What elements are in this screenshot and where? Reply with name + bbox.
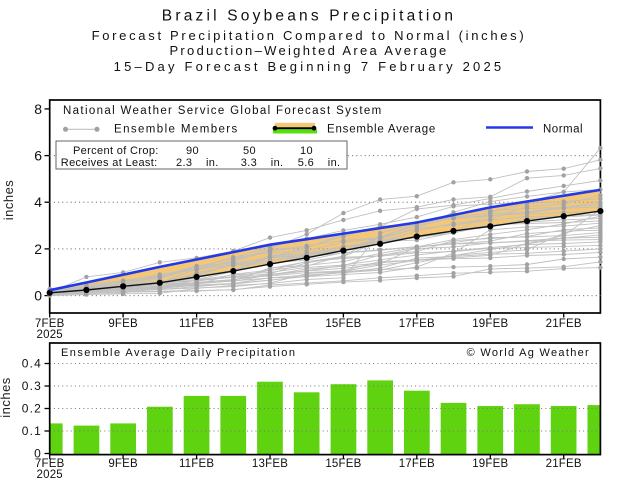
svg-text:6: 6 bbox=[34, 148, 42, 164]
svg-text:in.: in. bbox=[271, 157, 284, 169]
svg-text:in.: in. bbox=[206, 157, 219, 169]
svg-text:2025: 2025 bbox=[37, 329, 63, 341]
svg-text:Ensemble Average: Ensemble Average bbox=[327, 124, 436, 136]
svg-text:0.3: 0.3 bbox=[22, 379, 42, 393]
svg-text:21FEB: 21FEB bbox=[546, 318, 582, 330]
svg-text:Production–Weighted Area Avera: Production–Weighted Area Average bbox=[169, 43, 448, 58]
svg-text:3.3: 3.3 bbox=[241, 157, 257, 169]
svg-text:National Weather Service Globa: National Weather Service Global Forecast… bbox=[63, 105, 383, 117]
svg-text:11FEB: 11FEB bbox=[179, 458, 214, 470]
svg-text:15–Day Forecast Beginning 7 Fe: 15–Day Forecast Beginning 7 February 202… bbox=[114, 59, 505, 74]
svg-text:13FEB: 13FEB bbox=[252, 458, 288, 470]
svg-text:19FEB: 19FEB bbox=[472, 318, 508, 330]
svg-text:4: 4 bbox=[34, 194, 42, 210]
svg-text:2.3: 2.3 bbox=[176, 157, 192, 169]
svg-text:90: 90 bbox=[186, 145, 199, 157]
svg-text:15FEB: 15FEB bbox=[325, 318, 361, 330]
svg-text:Forecast Precipitation Compare: Forecast Precipitation Compared to Norma… bbox=[92, 28, 527, 43]
svg-text:8: 8 bbox=[34, 101, 42, 117]
svg-text:7FEB: 7FEB bbox=[35, 458, 65, 470]
svg-text:0.4: 0.4 bbox=[22, 357, 42, 371]
svg-text:50: 50 bbox=[243, 145, 256, 157]
svg-text:inches: inches bbox=[1, 180, 16, 221]
svg-text:21FEB: 21FEB bbox=[546, 458, 582, 470]
svg-text:© World Ag Weather: © World Ag Weather bbox=[467, 347, 590, 359]
svg-text:10: 10 bbox=[300, 145, 313, 157]
svg-text:2: 2 bbox=[34, 241, 42, 257]
svg-text:Receives at Least:: Receives at Least: bbox=[61, 157, 158, 169]
svg-text:Normal: Normal bbox=[543, 124, 583, 136]
svg-text:Brazil Soybeans Precipitation: Brazil Soybeans Precipitation bbox=[162, 8, 456, 25]
svg-text:9FEB: 9FEB bbox=[108, 458, 138, 470]
svg-text:0.2: 0.2 bbox=[22, 402, 42, 416]
svg-text:Ensemble Members: Ensemble Members bbox=[114, 124, 239, 136]
svg-text:5.6: 5.6 bbox=[298, 157, 314, 169]
svg-text:Ensemble Average Daily Precipi: Ensemble Average Daily Precipitation bbox=[61, 347, 296, 359]
svg-text:0: 0 bbox=[34, 288, 42, 304]
svg-text:2025: 2025 bbox=[37, 469, 63, 481]
svg-text:inches: inches bbox=[0, 377, 13, 418]
svg-text:0: 0 bbox=[34, 447, 42, 461]
svg-text:17FEB: 17FEB bbox=[399, 318, 435, 330]
svg-text:11FEB: 11FEB bbox=[179, 318, 214, 330]
svg-text:19FEB: 19FEB bbox=[472, 458, 508, 470]
svg-text:15FEB: 15FEB bbox=[325, 458, 361, 470]
svg-text:7FEB: 7FEB bbox=[35, 318, 65, 330]
svg-text:0.1: 0.1 bbox=[22, 424, 42, 438]
svg-text:Percent of Crop:: Percent of Crop: bbox=[73, 145, 159, 157]
svg-text:13FEB: 13FEB bbox=[252, 318, 288, 330]
svg-text:17FEB: 17FEB bbox=[399, 458, 435, 470]
svg-text:in.: in. bbox=[328, 157, 341, 169]
svg-text:9FEB: 9FEB bbox=[108, 318, 138, 330]
